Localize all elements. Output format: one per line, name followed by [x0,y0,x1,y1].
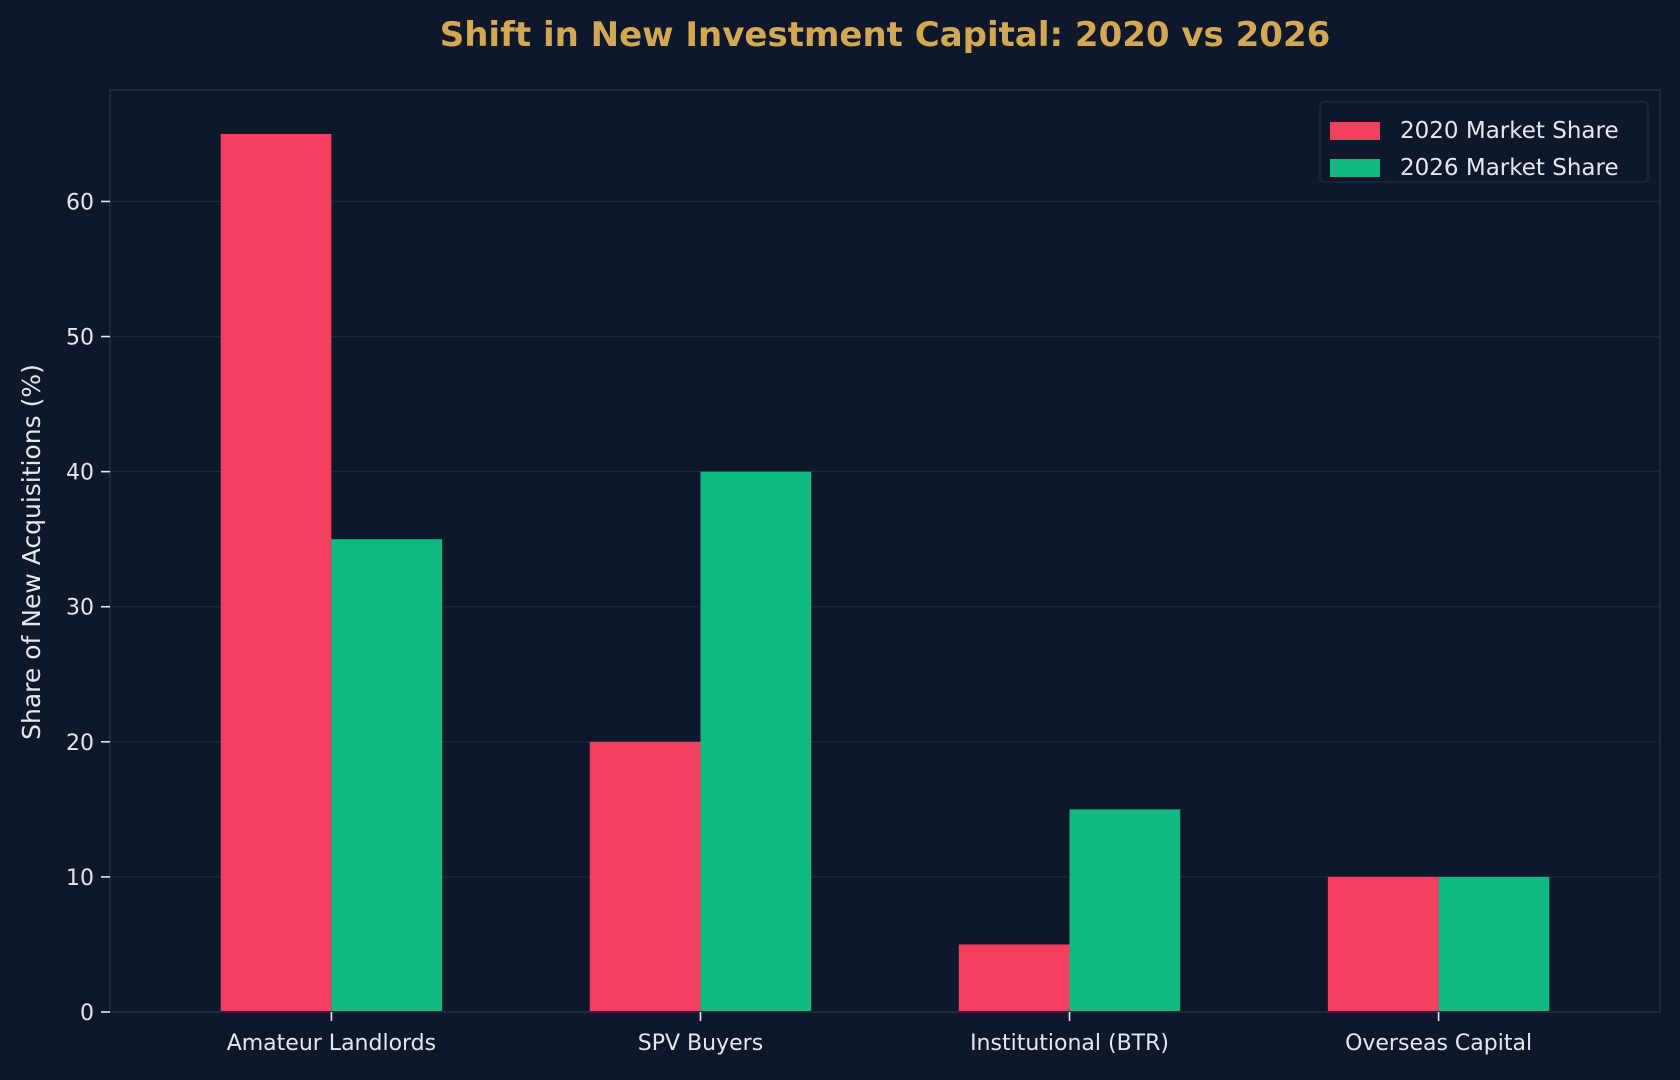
legend: 2020 Market Share 2026 Market Share [1319,101,1649,183]
bar-overseas-capital-series-1 [1327,876,1439,1012]
y-tick-label-0: 0 [80,1001,94,1026]
x-tick-label-2: SPV Buyers [638,1031,763,1056]
x-tick-label-1: Amateur Landlords [227,1031,436,1056]
legend-swatch-1 [1330,122,1380,140]
y-tick-label-60: 60 [66,190,94,215]
x-tick-label-4: Overseas Capital [1345,1031,1532,1056]
bar-overseas-capital-series-2 [1438,876,1550,1012]
x-tick-label-3: Institutional (BTR) [970,1031,1169,1056]
y-tick-label-30: 30 [66,596,94,621]
bar-amateur-landlords-series-2 [331,539,443,1012]
y-tick-label-10: 10 [66,866,94,891]
legend-label-1: 2020 Market Share [1400,118,1619,144]
y-tick-label-20: 20 [66,731,94,756]
chart-title: Shift in New Investment Capital: 2020 vs… [440,15,1331,55]
legend-label-2: 2026 Market Share [1400,155,1619,181]
bar-institutional-btr--series-1 [958,944,1070,1012]
legend-swatch-2 [1330,159,1380,177]
y-tick-label-50: 50 [66,326,94,351]
bar-institutional-btr--series-2 [1069,809,1181,1012]
plot-area: 0 10 20 30 40 50 60 Amateur Landlords SPV Buyers… [66,89,1661,1056]
legend-box [1319,101,1649,183]
bar-spv-buyers-series-2 [700,471,812,1013]
bar-spv-buyers-series-1 [589,741,701,1012]
y-axis-label: Share of New Acquisitions (%) [17,364,46,740]
y-tick-label-40: 40 [66,461,94,486]
bar-amateur-landlords-series-1 [220,133,332,1012]
